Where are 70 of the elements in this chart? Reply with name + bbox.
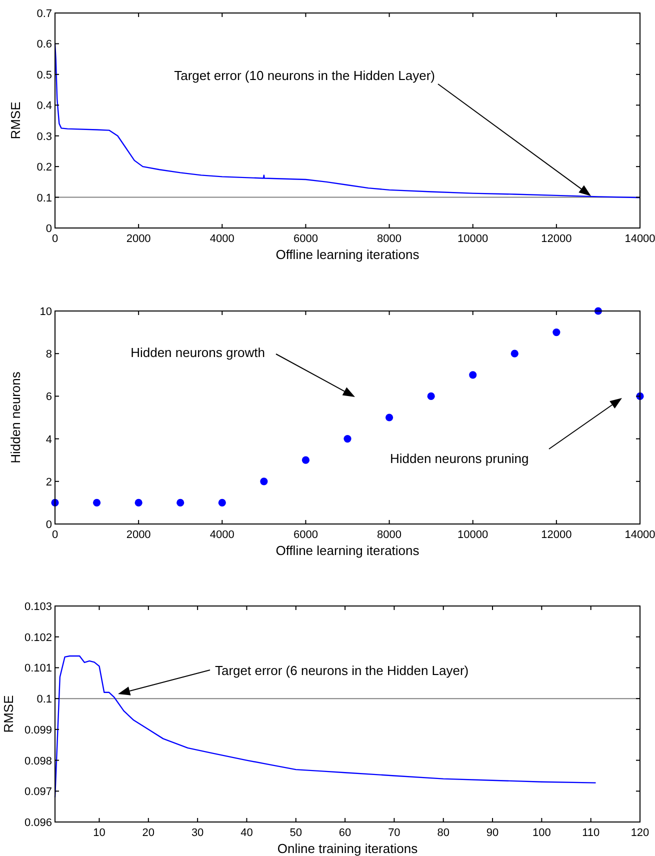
x-tick-label: 30 — [191, 827, 204, 839]
x-tick-label: 10000 — [458, 233, 488, 245]
x-tick-label: 80 — [437, 827, 450, 839]
x-axis-title: Offline learning iterations — [276, 543, 420, 558]
annotation: Hidden neurons growth — [130, 345, 265, 360]
y-tick-label: 0.3 — [36, 130, 52, 143]
y-tick-label: 0.102 — [24, 632, 52, 644]
y-tick-label: 10 — [40, 306, 52, 318]
y-tick-label: 0.1 — [36, 694, 52, 706]
point — [92, 498, 101, 506]
x-tick-label: 60 — [338, 827, 352, 839]
y-tick-label: 0.5 — [36, 69, 52, 82]
x-tick-label: 4000 — [210, 529, 234, 541]
y-tick-label: 4 — [46, 434, 52, 446]
point — [385, 414, 394, 422]
y-tick-label: 0 — [46, 223, 52, 235]
point — [427, 392, 435, 400]
y-tick-label: 2 — [46, 476, 52, 488]
x-tick-label: 12000 — [541, 233, 572, 245]
y-tick-label: 0.096 — [24, 817, 52, 829]
point — [260, 478, 268, 486]
y-tick-label: 0.1 — [36, 192, 52, 204]
x-tick-label: 110 — [582, 827, 600, 839]
x-axis-title: Online training iterations — [277, 841, 418, 856]
point — [510, 350, 518, 358]
point — [302, 456, 310, 464]
y-tick-label: 0.7 — [36, 8, 52, 20]
x-tick-label: 70 — [388, 827, 400, 839]
y-tick-label: 0.101 — [24, 662, 52, 675]
x-tick-label: 8000 — [377, 233, 402, 245]
x-tick-label: 20 — [142, 827, 155, 839]
point — [552, 328, 560, 336]
y-tick-label: 8 — [46, 348, 52, 361]
x-tick-label: 10000 — [458, 529, 488, 541]
x-tick-label: 12000 — [541, 529, 572, 541]
x-tick-label: 8000 — [377, 529, 402, 541]
x-tick-label: 40 — [240, 827, 253, 839]
point — [176, 498, 184, 506]
annotation: Target error (10 neurons in the Hidden Layer) — [174, 68, 435, 83]
point — [344, 435, 352, 443]
y-tick-label: 0 — [46, 519, 52, 531]
y-tick-label: 0.4 — [36, 100, 52, 112]
y-axis-title: RMSE — [8, 101, 23, 140]
y-tick-label: 0.097 — [24, 786, 52, 798]
y-axis-title: RMSE — [1, 694, 16, 733]
y-tick-label: 0.2 — [36, 162, 52, 174]
point — [134, 498, 142, 506]
x-tick-label: 6000 — [293, 529, 318, 541]
point — [218, 498, 226, 506]
annotation: Target error (6 neurons in the Hidden Layer) — [215, 663, 469, 678]
x-tick-label: 6000 — [293, 233, 318, 245]
annotation: Hidden neurons pruning — [390, 451, 529, 466]
x-tick-label: 120 — [630, 827, 650, 839]
x-tick-label: 2000 — [126, 529, 151, 541]
y-tick-label: 0.099 — [24, 724, 52, 736]
x-tick-label: 14000 — [624, 529, 655, 541]
x-tick-label: 2000 — [126, 233, 151, 245]
x-tick-label: 14000 — [624, 233, 655, 245]
point — [469, 371, 477, 379]
x-tick-label: 50 — [290, 827, 302, 839]
x-tick-label: 100 — [532, 827, 551, 839]
x-tick-label: 90 — [486, 827, 499, 839]
x-tick-label: 4000 — [210, 233, 234, 245]
y-tick-label: 6 — [46, 391, 52, 404]
x-tick-label: 10 — [93, 827, 106, 839]
y-tick-label: 0.103 — [24, 601, 52, 613]
y-axis-title: Hidden neurons — [8, 371, 23, 464]
y-tick-label: 0.098 — [24, 755, 52, 768]
y-tick-label: 0.6 — [36, 38, 52, 51]
x-axis-title: Offline learning iterations — [276, 247, 420, 262]
